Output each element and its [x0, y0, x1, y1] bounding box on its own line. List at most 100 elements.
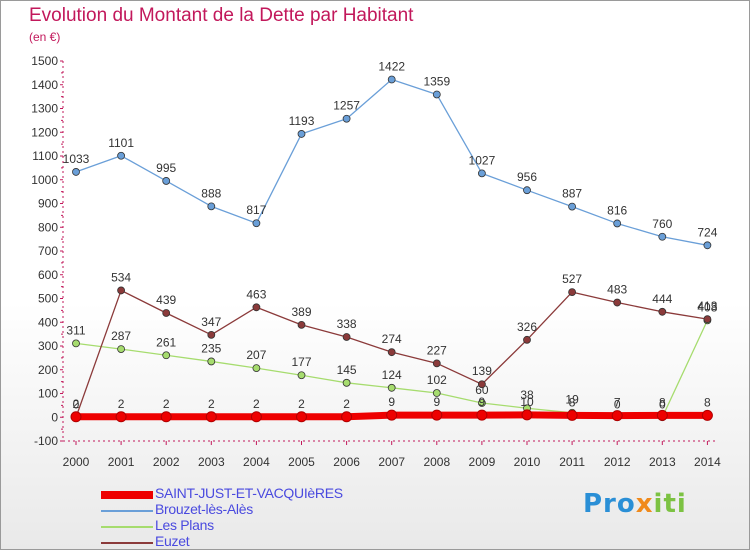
series-point-3 [252, 303, 261, 312]
series-point-0 [250, 411, 262, 423]
series-point-3 [432, 359, 441, 368]
data-label-2: 207 [246, 348, 266, 362]
y-tick-label: 200 [38, 363, 58, 377]
series-point-0 [566, 409, 578, 421]
data-label-2: 261 [156, 335, 176, 349]
data-label-3: 227 [427, 343, 447, 357]
data-label-1: 1101 [108, 136, 134, 150]
series-point-1 [297, 130, 306, 138]
data-label-3: 483 [607, 283, 627, 297]
data-label-0: 2 [343, 397, 350, 411]
x-tick-label: 2012 [604, 455, 631, 469]
data-label-2: 38 [520, 388, 534, 402]
y-tick-label: 1400 [31, 78, 58, 92]
data-label-0: 2 [163, 397, 170, 411]
y-tick-label: 300 [38, 339, 58, 353]
x-tick-label: 2002 [153, 455, 180, 469]
data-label-1: 1359 [423, 74, 450, 88]
series-point-3 [477, 380, 486, 389]
series-point-1 [477, 169, 486, 178]
series-point-0 [521, 409, 533, 421]
data-label-2: 0 [614, 397, 621, 411]
series-point-1 [432, 90, 441, 99]
series-point-2 [207, 357, 216, 366]
data-label-3: 463 [246, 287, 266, 301]
series-point-2 [432, 389, 441, 397]
data-label-2: 311 [66, 323, 85, 337]
data-label-0: 2 [298, 397, 305, 411]
data-label-2: 287 [111, 329, 131, 343]
data-label-0: 8 [659, 395, 666, 409]
data-label-0: 2 [253, 397, 260, 411]
data-label-2: 102 [427, 373, 447, 387]
data-label-1: 1257 [333, 99, 360, 113]
x-tick-label: 2013 [649, 455, 676, 469]
data-label-1: 888 [201, 186, 221, 200]
series-point-3 [162, 309, 171, 317]
x-tick-label: 2001 [108, 455, 135, 469]
series-point-0 [386, 409, 398, 421]
data-label-1: 1193 [289, 114, 315, 128]
data-label-2: 60 [475, 383, 489, 397]
x-tick-label: 2014 [694, 455, 721, 469]
series-point-0 [341, 411, 353, 423]
series-point-1 [162, 177, 171, 185]
series-point-1 [252, 219, 261, 228]
series-point-2 [162, 351, 171, 360]
chart-title: Evolution du Montant de la Dette par Hab… [29, 5, 414, 26]
data-label-3: 347 [201, 315, 221, 329]
series-point-3 [297, 320, 306, 329]
y-tick-label: 1300 [31, 102, 58, 116]
legend-label: Brouzet-lès-Alès [155, 501, 253, 517]
data-label-1: 1027 [469, 153, 496, 167]
data-label-3: 326 [517, 320, 537, 334]
legend-label: SAINT-JUST-ET-VACQUIèRES [155, 485, 343, 501]
data-label-1: 817 [246, 203, 266, 217]
data-label-1: 956 [517, 170, 537, 184]
y-tick-label: 800 [38, 220, 58, 234]
y-tick-label: 400 [38, 315, 58, 329]
y-tick-label: -100 [34, 434, 58, 448]
data-label-1: 816 [607, 203, 627, 217]
series-point-3 [523, 335, 531, 344]
series-point-0 [205, 411, 217, 423]
series-point-1 [658, 232, 667, 241]
y-tick-label: 0 [51, 410, 58, 424]
legend-swatch [101, 542, 153, 544]
series-point-1 [387, 75, 396, 84]
series-point-2 [477, 399, 486, 407]
data-label-3: 439 [156, 293, 176, 307]
series-point-0 [611, 410, 623, 422]
series-point-3 [568, 288, 576, 296]
legend-label: Euzet [155, 533, 190, 549]
legend-swatch [101, 510, 153, 512]
data-label-3: 0 [73, 397, 80, 411]
data-label-0: 9 [433, 395, 440, 409]
y-tick-label: 500 [38, 292, 58, 306]
series-point-0 [656, 409, 668, 421]
data-label-3: 274 [382, 332, 402, 346]
series-point-2 [297, 371, 306, 380]
x-tick-label: 2010 [514, 455, 541, 469]
data-label-1: 995 [156, 161, 176, 175]
data-label-0: 9 [479, 395, 486, 409]
y-tick-label: 700 [38, 244, 58, 258]
series-point-3 [703, 315, 712, 324]
data-label-1: 1422 [378, 60, 405, 74]
data-label-3: 534 [111, 270, 131, 284]
series-point-3 [117, 286, 125, 295]
data-label-3: 527 [562, 272, 582, 286]
data-label-1: 1033 [63, 152, 90, 166]
series-point-0 [431, 409, 443, 421]
series-point-1 [117, 151, 125, 160]
data-label-2: 0 [659, 397, 666, 411]
y-tick-label: 600 [38, 268, 58, 282]
data-label-2: 408 [697, 300, 717, 314]
series-point-3 [387, 348, 396, 357]
series-point-3 [342, 333, 351, 341]
series-point-1 [703, 241, 712, 250]
series-point-2 [342, 378, 351, 387]
series-point-2 [117, 345, 125, 353]
y-tick-label: 1000 [31, 173, 58, 187]
